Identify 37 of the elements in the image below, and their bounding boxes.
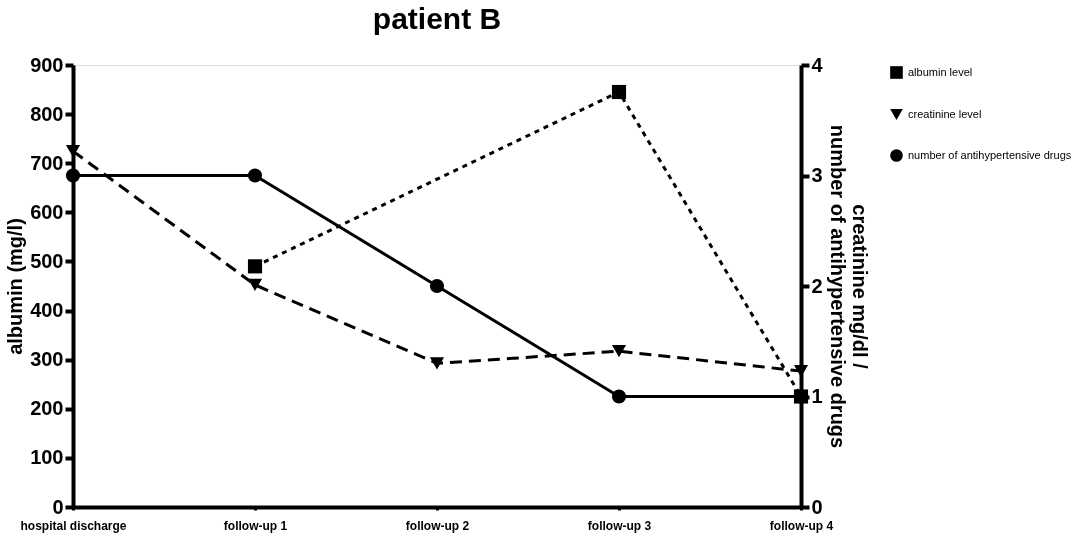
y-tick-label: 100 [30, 446, 64, 469]
point [611, 389, 627, 404]
point [429, 357, 445, 370]
y2-tick-label: 1 [811, 385, 823, 407]
y-tick-label: 300 [30, 348, 64, 371]
legend-label: number of antihypertensive drugs [908, 148, 1072, 161]
y-tick-label: 400 [30, 299, 64, 322]
point [65, 168, 81, 183]
point [429, 278, 445, 294]
legend-label: albumin level [908, 65, 973, 78]
y2-tick-label: 3 [811, 164, 823, 186]
y2-tick-label: 4 [811, 53, 824, 76]
point [793, 364, 809, 378]
y-tick-label: 800 [30, 102, 64, 125]
y-tick-label: 200 [30, 397, 64, 420]
y2-axis-title: creatinine mg/dl / number of antihypertensive drugs [826, 124, 871, 449]
chart-title: patient B [372, 2, 502, 35]
y-axis-title: albumin (mg/l) [4, 218, 27, 355]
y-tick-label: 900 [30, 53, 64, 76]
point [247, 278, 263, 292]
point [247, 259, 263, 274]
x-tick-label: follow-up 1 [223, 518, 288, 533]
legend-label: creatinine level [908, 107, 982, 120]
point [247, 168, 263, 183]
x-tick-label: follow-up 4 [769, 518, 834, 533]
x-tick-label: hospital discharge [20, 518, 127, 533]
y-tick-label: 500 [30, 249, 64, 272]
y-tick-label: 600 [30, 200, 64, 223]
x-tick-label: follow-up 3 [587, 518, 652, 533]
y-tick-label: 700 [30, 151, 64, 174]
y-tick-label: 0 [52, 495, 64, 518]
point [611, 84, 627, 100]
y2-tick-label: 0 [811, 495, 823, 518]
y2-tick-label: 2 [811, 274, 823, 297]
point [65, 145, 81, 158]
x-tick-label: follow-up 2 [405, 518, 470, 533]
point [611, 345, 627, 358]
